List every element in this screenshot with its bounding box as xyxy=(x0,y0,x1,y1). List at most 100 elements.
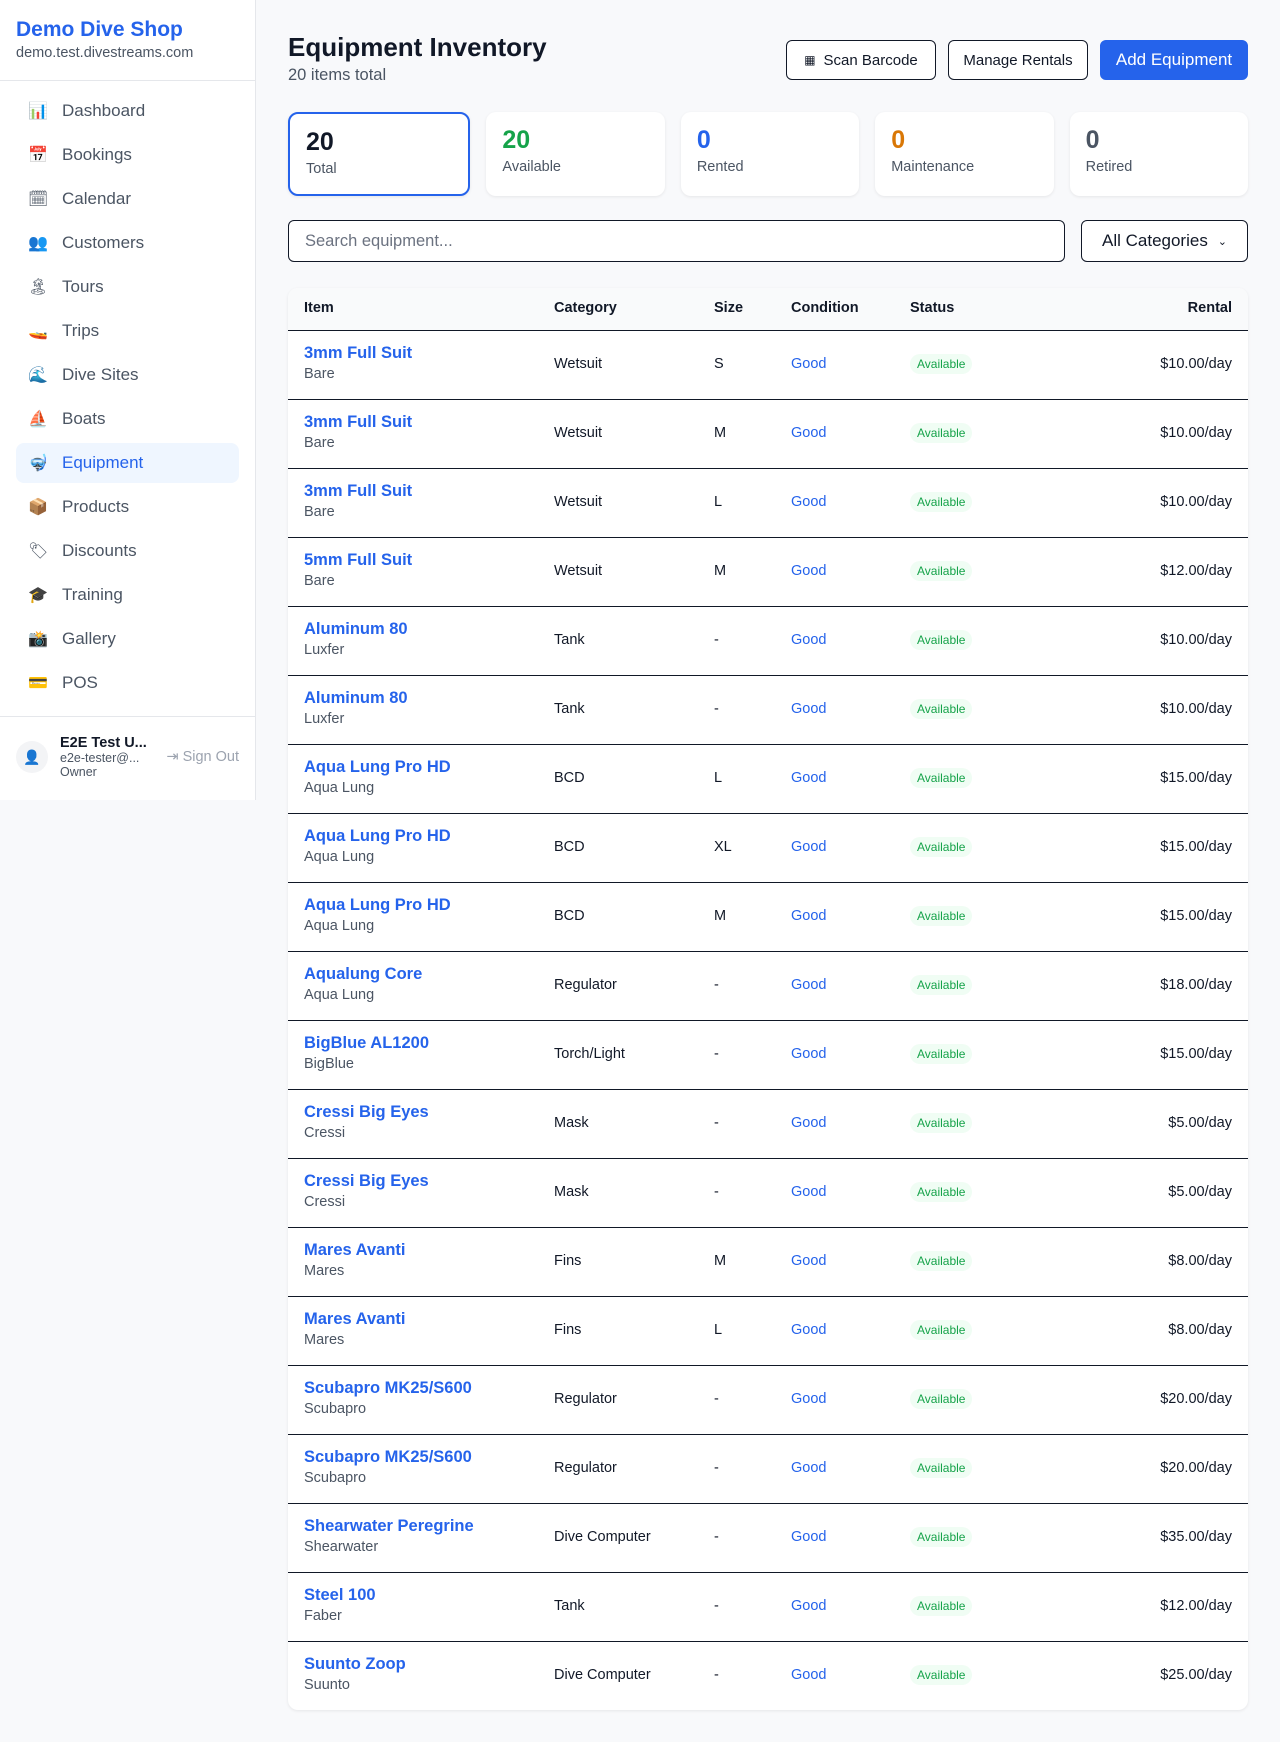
stat-card-total[interactable]: 20 Total xyxy=(288,112,471,196)
sidebar-item-discounts[interactable]: 🏷 Discounts xyxy=(16,531,239,571)
table-row[interactable]: Aqua Lung Pro HD Aqua Lung BCD XL Good Av… xyxy=(288,813,1248,882)
sidebar-item-gallery[interactable]: 📸 Gallery xyxy=(16,619,239,659)
item-name-link[interactable]: Cressi Big Eyes xyxy=(304,1103,429,1121)
item-name-link[interactable]: Mares Avanti xyxy=(304,1241,406,1259)
size-cell: - xyxy=(714,1460,719,1476)
size-cell: - xyxy=(714,701,719,717)
table-row[interactable]: Scubapro MK25/S600 Scubapro Regulator - G… xyxy=(288,1365,1248,1434)
status-badge: Available xyxy=(910,1182,973,1202)
item-cell: Shearwater Peregrine Shearwater xyxy=(304,1517,474,1555)
table-row[interactable]: Shearwater Peregrine Shearwater Dive Comp… xyxy=(288,1503,1248,1572)
table-row[interactable]: Aqualung Core Aqua Lung Regulator - Good … xyxy=(288,951,1248,1020)
sidebar-item-tours[interactable]: 🏝 Tours xyxy=(16,267,239,307)
table-row[interactable]: Aqua Lung Pro HD Aqua Lung BCD M Good Ava… xyxy=(288,882,1248,951)
table-row[interactable]: Aluminum 80 Luxfer Tank - Good Available … xyxy=(288,606,1248,675)
table-row[interactable]: Cressi Big Eyes Cressi Mask - Good Availa… xyxy=(288,1158,1248,1227)
sidebar-item-boats[interactable]: ⛵ Boats xyxy=(16,399,239,439)
sidebar-item-dashboard[interactable]: 📊 Dashboard xyxy=(16,91,239,131)
scan-barcode-button[interactable]: ▦ Scan Barcode xyxy=(786,40,936,80)
table-row[interactable]: Steel 100 Faber Tank - Good Available $12… xyxy=(288,1572,1248,1641)
item-name-link[interactable]: Aluminum 80 xyxy=(304,620,408,638)
manage-rentals-button[interactable]: Manage Rentals xyxy=(948,40,1088,80)
size-cell: - xyxy=(714,1598,719,1614)
column-header-size[interactable]: Size xyxy=(714,300,744,316)
stat-card-rented[interactable]: 0 Rented xyxy=(680,112,860,196)
item-name-link[interactable]: Aqualung Core xyxy=(304,965,423,983)
item-brand: Faber xyxy=(304,1608,342,1624)
category-cell: BCD xyxy=(554,908,585,924)
stat-card-maintenance[interactable]: 0 Maintenance xyxy=(875,112,1054,196)
sidebar-item-equipment[interactable]: 🤿 Equipment xyxy=(16,443,239,483)
size-cell: M xyxy=(714,425,727,441)
sidebar-item-label: Customers xyxy=(62,233,145,252)
item-name-link[interactable]: Mares Avanti xyxy=(304,1310,406,1328)
shop-name[interactable]: Demo Dive Shop xyxy=(16,18,183,41)
table-row[interactable]: Aqua Lung Pro HD Aqua Lung BCD L Good Ava… xyxy=(288,744,1248,813)
sidebar-item-training[interactable]: 🎓 Training xyxy=(16,575,239,615)
item-cell: Aluminum 80 Luxfer xyxy=(304,689,408,727)
column-header-status[interactable]: Status xyxy=(910,300,955,316)
item-name-link[interactable]: Suunto Zoop xyxy=(304,1655,406,1673)
table-row[interactable]: 3mm Full Suit Bare Wetsuit L Good Availab… xyxy=(288,468,1248,537)
sidebar-item-calendar[interactable]: 🗓 Calendar xyxy=(16,179,239,219)
table-row[interactable]: Mares Avanti Mares Fins M Good Available … xyxy=(288,1227,1248,1296)
category-select[interactable]: All Categories ⌄ xyxy=(1081,220,1248,262)
stat-card-available[interactable]: 20 Available xyxy=(486,112,665,196)
condition-cell: Good xyxy=(791,1253,827,1269)
size-cell: M xyxy=(714,563,727,579)
table-row[interactable]: Aluminum 80 Luxfer Tank - Good Available … xyxy=(288,675,1248,744)
status-cell: Available xyxy=(910,1665,973,1685)
table-row[interactable]: BigBlue AL1200 BigBlue Torch/Light - Good… xyxy=(288,1020,1248,1089)
item-name-link[interactable]: Cressi Big Eyes xyxy=(304,1172,429,1190)
item-name-link[interactable]: Aqua Lung Pro HD xyxy=(304,896,451,914)
rental-price-cell: $12.00/day xyxy=(1160,1598,1232,1614)
item-name-link[interactable]: Scubapro MK25/S600 xyxy=(304,1379,472,1397)
item-name-link[interactable]: 3mm Full Suit xyxy=(304,344,413,362)
table-row[interactable]: 3mm Full Suit Bare Wetsuit M Good Availab… xyxy=(288,399,1248,468)
size-cell: M xyxy=(714,1253,727,1269)
sidebar-item-dive-sites[interactable]: 🌊 Dive Sites xyxy=(16,355,239,395)
item-cell: Scubapro MK25/S600 Scubapro xyxy=(304,1379,472,1417)
item-name-link[interactable]: BigBlue AL1200 xyxy=(304,1034,430,1052)
item-cell: 3mm Full Suit Bare xyxy=(304,413,412,451)
table-row[interactable]: 5mm Full Suit Bare Wetsuit M Good Availab… xyxy=(288,537,1248,606)
sidebar-item-customers[interactable]: 👥 Customers xyxy=(16,223,239,263)
sidebar-item-trips[interactable]: 🚤 Trips xyxy=(16,311,239,351)
column-header-rental[interactable]: Rental xyxy=(1187,300,1232,316)
sidebar-item-pos[interactable]: 💳 POS xyxy=(16,663,239,703)
item-name-link[interactable]: Shearwater Peregrine xyxy=(304,1517,474,1535)
category-cell: BCD xyxy=(554,839,585,855)
table-row[interactable]: Scubapro MK25/S600 Scubapro Regulator - G… xyxy=(288,1434,1248,1503)
status-badge: Available xyxy=(910,768,973,788)
stat-label: Total xyxy=(306,161,337,177)
table-row[interactable]: Suunto Zoop Suunto Dive Computer - Good A… xyxy=(288,1641,1248,1710)
item-name-link[interactable]: Aqua Lung Pro HD xyxy=(304,827,451,845)
table-row[interactable]: Cressi Big Eyes Cressi Mask - Good Availa… xyxy=(288,1089,1248,1158)
column-header-condition[interactable]: Condition xyxy=(791,300,859,316)
sign-out-button[interactable]: ⇥ Sign Out xyxy=(166,749,239,765)
item-name-link[interactable]: 3mm Full Suit xyxy=(304,482,413,500)
stat-card-retired[interactable]: 0 Retired xyxy=(1069,112,1249,196)
size-cell: M xyxy=(714,908,727,924)
item-name-link[interactable]: Aluminum 80 xyxy=(304,689,408,707)
sidebar-item-products[interactable]: 📦 Products xyxy=(16,487,239,527)
dashboard-icon: 📊 xyxy=(28,103,48,120)
category-cell: Tank xyxy=(554,1598,585,1614)
search-input[interactable] xyxy=(288,220,1065,262)
column-header-category[interactable]: Category xyxy=(554,300,617,316)
rental-price-cell: $5.00/day xyxy=(1168,1115,1232,1131)
column-header-item[interactable]: Item xyxy=(304,300,334,316)
item-name-link[interactable]: 3mm Full Suit xyxy=(304,413,413,431)
category-cell: Tank xyxy=(554,632,585,648)
item-name-link[interactable]: Steel 100 xyxy=(304,1586,376,1604)
item-name-link[interactable]: Aqua Lung Pro HD xyxy=(304,758,451,776)
table-row[interactable]: 3mm Full Suit Bare Wetsuit S Good Availab… xyxy=(288,330,1248,399)
table-row[interactable]: Mares Avanti Mares Fins L Good Available … xyxy=(288,1296,1248,1365)
item-name-link[interactable]: Scubapro MK25/S600 xyxy=(304,1448,472,1466)
add-equipment-button[interactable]: Add Equipment xyxy=(1100,40,1248,80)
user-role: Owner xyxy=(60,765,97,779)
item-name-link[interactable]: 5mm Full Suit xyxy=(304,551,413,569)
category-cell: Regulator xyxy=(554,1391,617,1407)
rental-price-cell: $12.00/day xyxy=(1160,563,1232,579)
sidebar-item-bookings[interactable]: 📅 Bookings xyxy=(16,135,239,175)
